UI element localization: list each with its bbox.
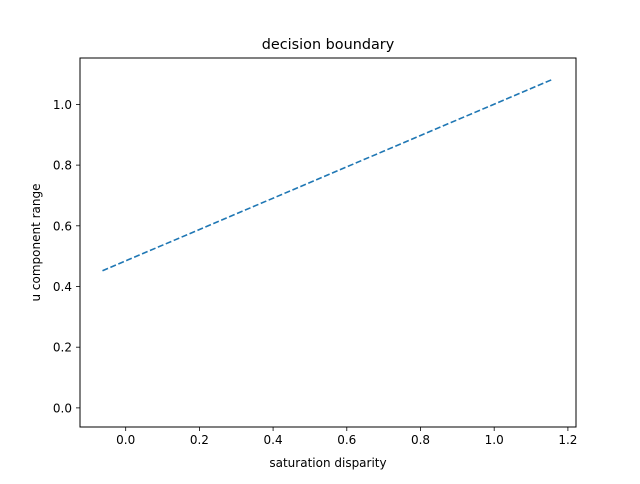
y-tick-label: 1.0 (53, 98, 72, 112)
y-tick-label: 0.0 (53, 401, 72, 415)
series-line (102, 78, 554, 272)
x-axis: 0.0 0.2 0.4 0.6 0.8 1.0 1.2 (116, 427, 577, 447)
y-axis: 0.0 0.2 0.4 0.6 0.8 1.0 (53, 98, 80, 415)
chart-title: decision boundary (262, 37, 395, 53)
x-tick-label: 0.6 (337, 433, 356, 447)
y-tick-label: 0.2 (53, 341, 72, 355)
y-tick-label: 0.4 (53, 280, 72, 294)
y-tick-label: 0.6 (53, 219, 72, 233)
y-axis-label: u component range (29, 183, 43, 301)
x-axis-label: saturation disparity (269, 456, 386, 470)
x-tick-label: 1.0 (485, 433, 504, 447)
axes-frame (79, 57, 577, 428)
x-tick-label: 1.2 (558, 433, 577, 447)
x-tick-label: 0.4 (264, 433, 283, 447)
plot-area (80, 58, 576, 427)
series-layer (102, 78, 554, 272)
x-tick-label: 0.2 (190, 433, 209, 447)
x-tick-label: 0.8 (411, 433, 430, 447)
y-tick-label: 0.8 (53, 159, 72, 173)
axes-background (80, 58, 576, 427)
x-tick-label: 0.0 (116, 433, 135, 447)
